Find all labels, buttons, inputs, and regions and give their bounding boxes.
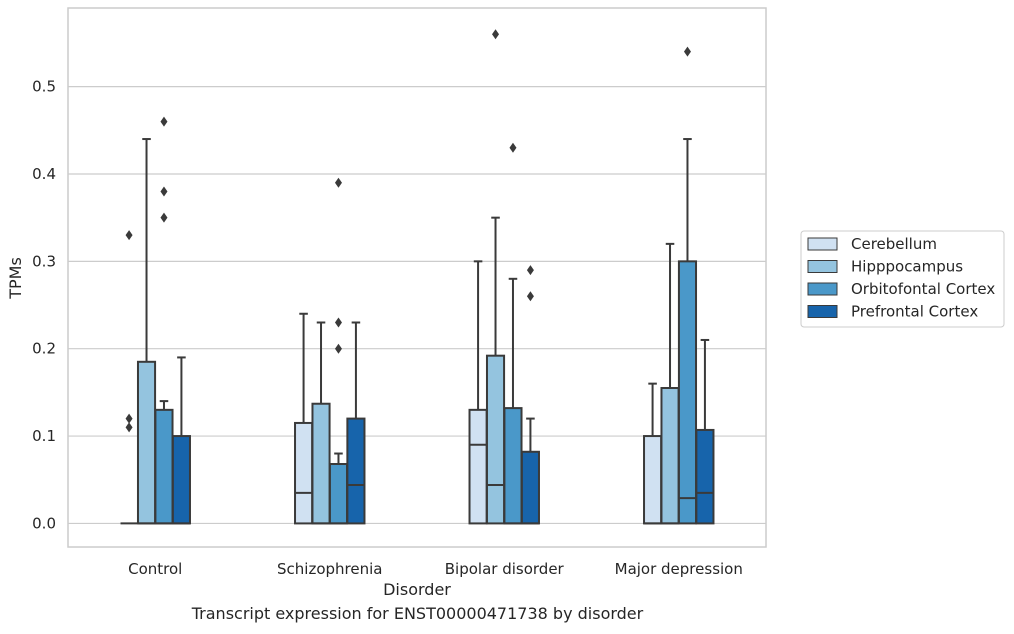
outlier-point xyxy=(125,230,133,241)
box-orbitofontal-cortex xyxy=(503,142,523,525)
plot-frame xyxy=(67,7,767,548)
box xyxy=(677,260,698,525)
legend-label: Orbitofontal Cortex xyxy=(851,280,995,298)
box-prefrontal-cortex xyxy=(171,356,191,525)
box xyxy=(520,450,540,525)
outlier-point xyxy=(160,116,168,127)
box-hipppocampus xyxy=(136,138,157,525)
x-tick-label: Major depression xyxy=(615,560,743,578)
box-cerebellum xyxy=(294,312,314,525)
outlier-point xyxy=(509,142,517,153)
outlier-point xyxy=(492,29,500,40)
box xyxy=(294,421,314,525)
box-orbitofontal-cortex xyxy=(154,116,174,525)
y-tick-label: 0.0 xyxy=(32,514,56,532)
box xyxy=(154,408,174,525)
box-plot-area xyxy=(120,29,715,525)
outlier-point xyxy=(160,212,168,223)
y-tick-label: 0.1 xyxy=(32,427,56,445)
box xyxy=(695,428,715,525)
box-cerebellum xyxy=(468,260,488,525)
box xyxy=(346,417,366,525)
x-axis-title: Disorder xyxy=(383,580,451,599)
legend-swatch xyxy=(807,237,838,251)
box-orbitofontal-cortex xyxy=(677,46,698,525)
x-tick-label: Schizophrenia xyxy=(277,560,382,578)
x-tick-label: Bipolar disorder xyxy=(445,560,565,578)
box xyxy=(503,407,523,525)
box xyxy=(136,360,157,525)
outlier-point xyxy=(683,46,691,57)
x-tick-label: Control xyxy=(128,560,182,578)
legend-swatch xyxy=(807,305,838,318)
y-axis-ticks: 0.0 0.1 0.2 0.3 0.4 0.5 xyxy=(32,78,56,533)
legend-label: Hipppocampus xyxy=(851,258,963,276)
box-hipppocampus xyxy=(660,242,680,525)
box xyxy=(328,463,349,525)
y-axis-title: TPMs xyxy=(6,257,25,300)
box xyxy=(660,387,680,525)
box xyxy=(468,408,488,525)
legend-label: Cerebellum xyxy=(851,235,937,253)
outlier-point xyxy=(526,291,534,302)
box-cerebellum xyxy=(643,382,663,525)
box xyxy=(485,354,506,525)
box xyxy=(643,435,663,525)
outlier-point xyxy=(125,422,133,433)
chart-caption: Transcript expression for ENST0000047173… xyxy=(191,604,644,623)
outlier-point xyxy=(526,265,534,276)
box-prefrontal-cortex xyxy=(346,321,366,525)
y-tick-label: 0.4 xyxy=(32,165,56,183)
y-tick-label: 0.3 xyxy=(32,252,56,270)
legend-label: Prefrontal Cortex xyxy=(851,303,978,321)
y-tick-label: 0.2 xyxy=(32,340,56,358)
legend-swatch xyxy=(807,260,838,273)
legend-swatch xyxy=(807,282,838,296)
outlier-point xyxy=(334,343,342,354)
outlier-point xyxy=(334,317,342,328)
legend-frame xyxy=(800,230,1005,328)
box-hipppocampus xyxy=(485,29,506,525)
box-prefrontal-cortex xyxy=(520,265,540,525)
legend: Cerebellum Hipppocampus Orbitofontal Corte… xyxy=(800,230,1005,328)
box-hipppocampus xyxy=(311,321,331,525)
box-cerebellum xyxy=(120,230,138,525)
box-orbitofontal-cortex xyxy=(328,177,349,525)
box xyxy=(311,402,331,525)
y-tick-label: 0.5 xyxy=(32,78,56,96)
x-axis-ticks: Control Schizophrenia Bipolar disorder Majo… xyxy=(128,560,743,578)
box xyxy=(171,435,191,525)
outlier-point xyxy=(334,177,342,188)
outlier-point xyxy=(125,413,133,424)
outlier-point xyxy=(160,186,168,197)
box-prefrontal-cortex xyxy=(695,338,715,525)
